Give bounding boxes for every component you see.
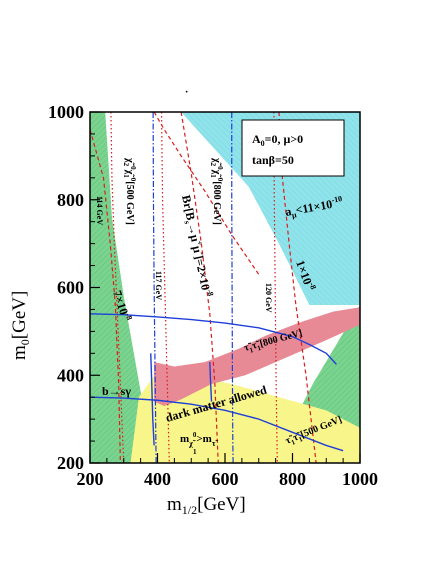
x-tick-label-1: 400 — [144, 469, 171, 489]
label-1e8-sup: -8 — [307, 281, 318, 290]
mchi-sup: 0 — [193, 431, 197, 439]
mchi-rest: >m — [196, 433, 211, 445]
chi500-label: [500 GeV] — [124, 181, 135, 225]
y-axis-title: m — [9, 345, 30, 360]
series-line-2 — [90, 129, 121, 463]
bsg-label: b→sγ — [102, 384, 131, 398]
svg-text:A0=0, μ>0: A0=0, μ>0 — [252, 132, 303, 148]
stau800-symbol: τ̃ — [243, 341, 254, 354]
mchi-sub: χ̃ — [188, 439, 196, 448]
mchi-sub2: 1 — [193, 448, 197, 456]
br-end: ]=2×10 — [192, 254, 213, 292]
br-sup3: -8 — [205, 288, 215, 296]
series-line-7 — [152, 112, 157, 463]
chi500-symbol: χ̃ — [124, 157, 135, 167]
higgs-117-label: 117 GeV — [154, 271, 163, 300]
x-axis-unit: [GeV] — [197, 494, 246, 515]
series-line-3 — [180, 112, 219, 463]
br-arrow: →μ — [185, 222, 203, 243]
y-tick-label-4: 1000 — [48, 102, 84, 122]
axis-ticks: 200 400 600 800 1000 200 400 600 800 1000 — [48, 102, 378, 489]
higgs-120-label: 120 GeV — [264, 283, 273, 313]
y-axis-unit: [GeV] — [9, 291, 30, 340]
x-tick-label-2: 600 — [212, 469, 239, 489]
series-line-9 — [90, 313, 337, 365]
parameter-box: A0=0, μ>0 tanβ=50 — [241, 119, 345, 177]
y-tick-label-3: 800 — [57, 190, 84, 210]
x-axis-sub: 1/2 — [182, 503, 197, 517]
stau800-symbol2: τ̃ — [251, 339, 262, 352]
br-sup2: - — [197, 251, 206, 256]
param-a0-rest: =0, μ>0 — [265, 132, 303, 146]
region-4 — [154, 307, 360, 406]
svg-text:m0[GeV]: m0[GeV] — [9, 291, 32, 360]
svg-text:m1/2[GeV]: m1/2[GeV] — [167, 494, 246, 517]
series-line-1 — [278, 112, 317, 463]
y-tick-label-0: 200 — [57, 453, 84, 473]
param-a0-sub: 0 — [261, 139, 265, 148]
x-tick-label-4: 1000 — [342, 469, 378, 489]
br-label: Br[B — [179, 194, 198, 222]
stray-dot: · — [185, 87, 188, 98]
chi800-symbol: χ̃ — [211, 157, 222, 167]
chi800-label: [800 GeV] — [211, 181, 222, 225]
constraint-curves — [90, 112, 344, 463]
mchi-m: m — [180, 433, 189, 445]
svg-text:Br[Bs→μ+μ-]=2×10-8: Br[Bs→μ+μ-]=2×10-8 — [177, 194, 215, 299]
svg-text:mχ̃0>mτ̃: mχ̃0>mτ̃ — [180, 431, 219, 448]
series-line-11 — [150, 353, 155, 446]
series-line-10 — [90, 396, 344, 452]
series-line-6 — [273, 112, 278, 463]
label-7e8-sup: -8 — [124, 312, 135, 321]
y-tick-label-2: 600 — [57, 278, 84, 298]
x-tick-label-0: 200 — [77, 469, 104, 489]
y-tick-label-1: 400 — [57, 365, 84, 385]
param-tanbeta: tanβ=50 — [252, 153, 294, 167]
svg-text:aμ<11×10-10: aμ<11×10-10 — [284, 194, 344, 221]
x-tick-label-3: 800 — [279, 469, 306, 489]
svg-text:χ̃20χ̃10[800 GeV]: χ̃20χ̃10[800 GeV] — [209, 157, 224, 225]
param-a0: A — [252, 132, 261, 146]
amu-rest: <11×10 — [294, 197, 333, 217]
amu-sub: μ — [291, 210, 297, 220]
mchi-sub3: τ̃ — [212, 439, 219, 448]
higgs-114-label: 114 GeV — [95, 196, 104, 225]
series-line-0 — [153, 112, 260, 275]
br-mu: μ — [190, 244, 205, 254]
x-axis-title: m — [167, 494, 182, 515]
br-sup1: + — [195, 240, 205, 247]
series-line-12 — [209, 362, 213, 402]
amu-sup: -10 — [331, 194, 343, 205]
svg-text:χ̃20χ̃10[500 GeV]: χ̃20χ̃10[500 GeV] — [122, 157, 137, 225]
y-axis-sub: 0 — [18, 339, 32, 345]
series-line-8 — [231, 112, 234, 463]
amu-label: a — [284, 204, 292, 219]
br-sub: s — [182, 220, 191, 225]
series-line-4 — [110, 112, 125, 463]
series-line-5 — [160, 112, 170, 463]
